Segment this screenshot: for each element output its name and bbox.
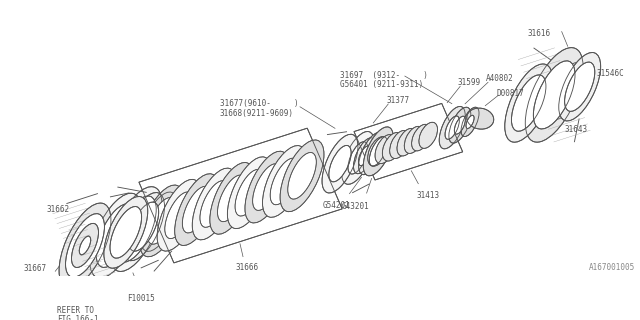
Ellipse shape [505, 64, 552, 142]
Ellipse shape [322, 134, 358, 193]
Ellipse shape [245, 151, 289, 223]
Ellipse shape [288, 153, 316, 199]
Ellipse shape [110, 187, 162, 271]
Ellipse shape [96, 204, 135, 268]
Ellipse shape [564, 62, 595, 111]
Text: 31546C: 31546C [596, 69, 624, 78]
Text: 31697  (9312-     ): 31697 (9312- ) [340, 71, 428, 80]
Ellipse shape [348, 142, 368, 174]
Text: G54201: G54201 [323, 201, 350, 210]
Ellipse shape [369, 137, 387, 166]
Text: 31667: 31667 [23, 264, 46, 273]
Ellipse shape [466, 115, 474, 129]
Ellipse shape [397, 128, 417, 156]
Ellipse shape [210, 163, 253, 234]
Ellipse shape [253, 164, 281, 210]
Text: REFER TO: REFER TO [57, 306, 94, 315]
Ellipse shape [175, 174, 219, 245]
Ellipse shape [157, 180, 201, 251]
Ellipse shape [358, 132, 385, 175]
Ellipse shape [79, 236, 91, 255]
Ellipse shape [550, 62, 584, 119]
Ellipse shape [358, 146, 371, 166]
Ellipse shape [192, 168, 236, 240]
Text: A167001005: A167001005 [589, 263, 635, 272]
Ellipse shape [353, 138, 376, 174]
Ellipse shape [439, 107, 465, 149]
Ellipse shape [235, 169, 264, 216]
Ellipse shape [404, 126, 424, 154]
Ellipse shape [116, 196, 156, 262]
Text: 31643: 31643 [565, 124, 588, 134]
Ellipse shape [375, 134, 396, 164]
Ellipse shape [365, 142, 379, 165]
Ellipse shape [511, 75, 546, 131]
Ellipse shape [165, 192, 193, 239]
Ellipse shape [467, 108, 493, 129]
Ellipse shape [65, 214, 104, 277]
Ellipse shape [382, 132, 403, 161]
Ellipse shape [390, 131, 410, 158]
Ellipse shape [182, 186, 211, 233]
Ellipse shape [525, 48, 583, 142]
Ellipse shape [129, 202, 159, 251]
Text: 31677(9610-     ): 31677(9610- ) [220, 99, 299, 108]
Ellipse shape [59, 203, 111, 288]
Ellipse shape [270, 158, 299, 205]
Text: 31666: 31666 [236, 263, 259, 272]
Text: FIG.166-1: FIG.166-1 [57, 315, 99, 320]
Ellipse shape [445, 116, 460, 139]
Ellipse shape [262, 146, 307, 217]
Ellipse shape [140, 185, 184, 257]
Ellipse shape [454, 116, 465, 134]
Ellipse shape [218, 175, 246, 222]
Text: D00817: D00817 [496, 89, 524, 98]
Ellipse shape [461, 107, 479, 137]
Ellipse shape [329, 145, 351, 182]
Polygon shape [354, 103, 463, 180]
Ellipse shape [147, 197, 176, 244]
Ellipse shape [559, 52, 601, 121]
Ellipse shape [368, 137, 388, 166]
Ellipse shape [342, 132, 374, 184]
Ellipse shape [110, 206, 141, 258]
Text: 31662: 31662 [46, 205, 69, 214]
Text: G56401 (9211-9311): G56401 (9211-9311) [340, 80, 423, 89]
Ellipse shape [419, 122, 438, 148]
Ellipse shape [227, 157, 271, 228]
Ellipse shape [123, 193, 164, 261]
Ellipse shape [533, 61, 575, 129]
Ellipse shape [90, 193, 141, 278]
Text: F10015: F10015 [127, 294, 155, 303]
Ellipse shape [141, 192, 177, 252]
Text: 31668(9211-9609): 31668(9211-9609) [220, 108, 294, 117]
Ellipse shape [412, 124, 431, 151]
Ellipse shape [104, 196, 148, 268]
Text: 31413: 31413 [416, 191, 440, 200]
Ellipse shape [72, 223, 99, 268]
Text: 31599: 31599 [457, 78, 481, 87]
Text: A40802: A40802 [486, 74, 514, 83]
Text: 31377: 31377 [387, 96, 410, 105]
Ellipse shape [200, 181, 228, 227]
Text: G43201: G43201 [342, 202, 369, 211]
Ellipse shape [364, 127, 393, 176]
Ellipse shape [280, 140, 324, 212]
Text: 31616: 31616 [528, 29, 551, 38]
Ellipse shape [449, 107, 471, 143]
